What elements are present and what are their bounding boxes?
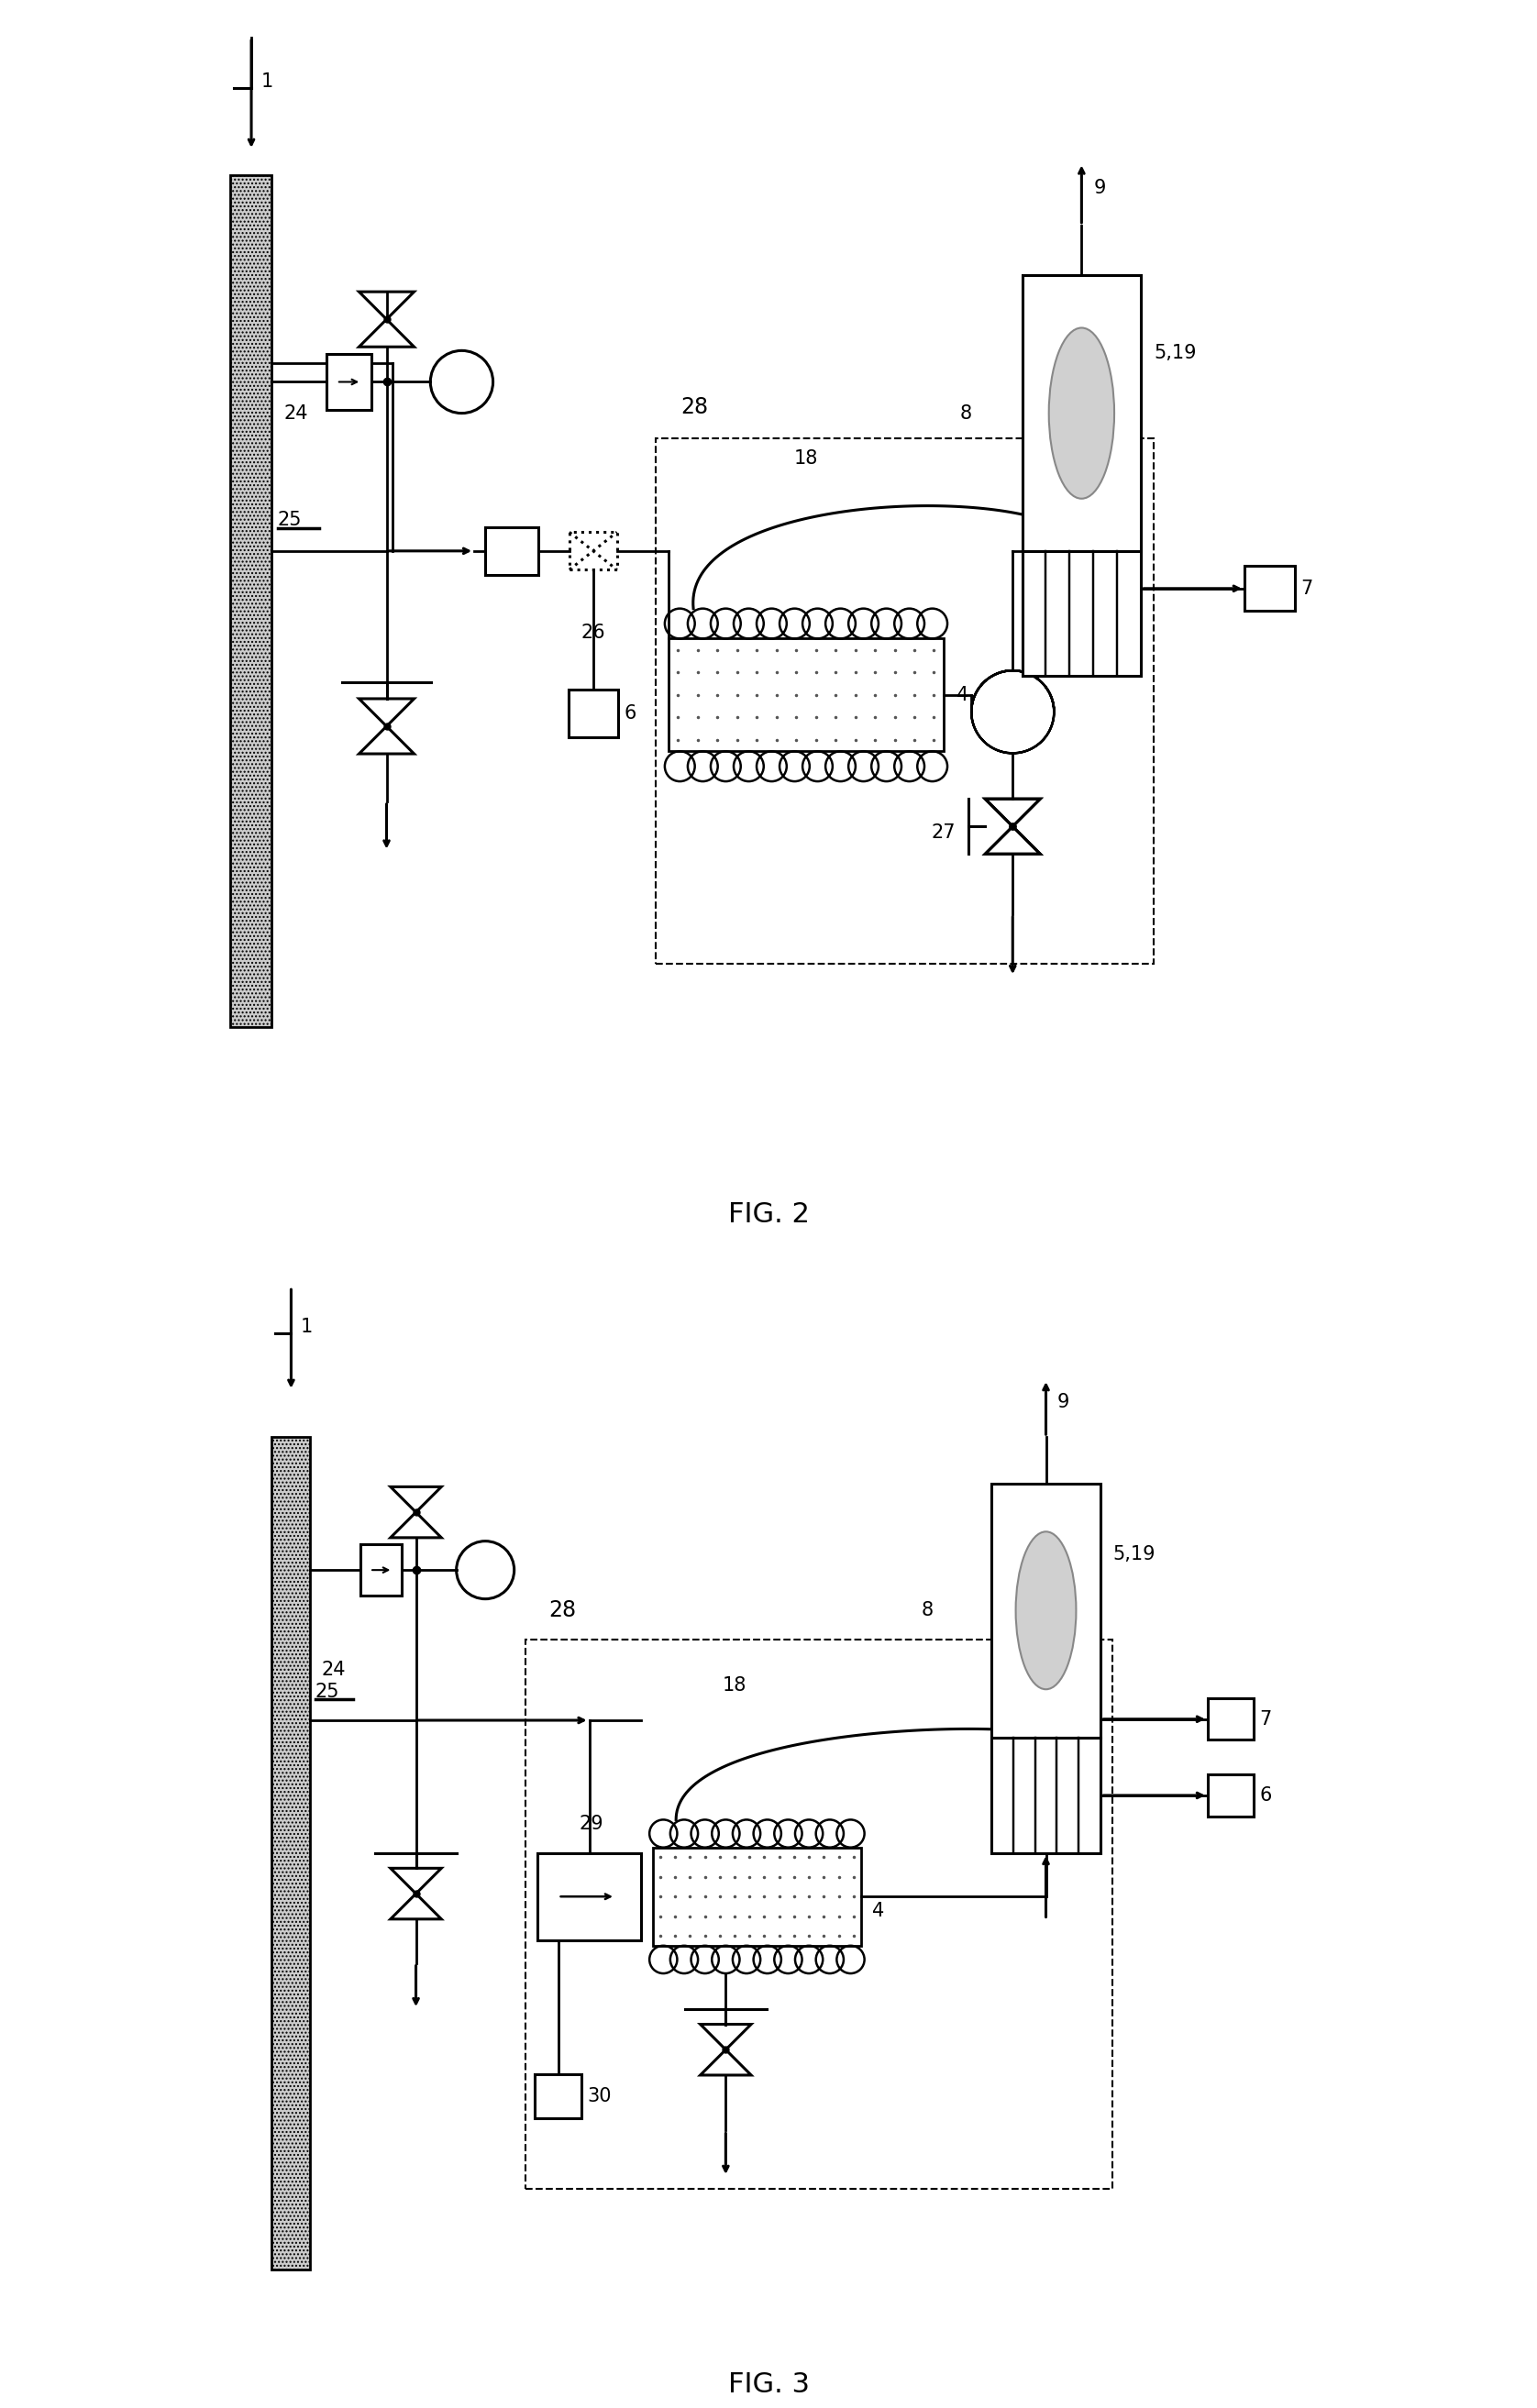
- Text: 25: 25: [278, 510, 301, 530]
- Text: 29: 29: [579, 1816, 604, 1832]
- Text: 4: 4: [956, 686, 968, 703]
- Text: 27: 27: [931, 824, 956, 843]
- Bar: [486, 527, 538, 576]
- Text: 26: 26: [581, 624, 606, 641]
- Bar: [569, 691, 618, 737]
- Text: 6: 6: [624, 706, 636, 722]
- Bar: [1208, 1698, 1254, 1741]
- Text: 5,19: 5,19: [1154, 344, 1196, 361]
- Bar: [569, 532, 616, 571]
- Text: 1: 1: [300, 1317, 312, 1336]
- Text: FIG. 2: FIG. 2: [727, 1202, 810, 1228]
- Bar: [1245, 566, 1294, 612]
- Bar: [231, 176, 272, 1026]
- Bar: [361, 1544, 403, 1597]
- Text: 8: 8: [959, 405, 971, 421]
- Bar: [526, 1640, 1113, 2189]
- Text: 28: 28: [681, 395, 709, 419]
- Text: 5,19: 5,19: [1113, 1546, 1154, 1563]
- Text: 25: 25: [315, 1683, 340, 1700]
- Bar: [326, 354, 372, 409]
- Text: 7: 7: [1300, 580, 1313, 597]
- Bar: [1022, 275, 1140, 551]
- Text: 24: 24: [321, 1662, 346, 1678]
- Text: 9: 9: [1094, 178, 1107, 197]
- Text: 6: 6: [1260, 1787, 1273, 1804]
- Bar: [656, 438, 1154, 963]
- Bar: [653, 1847, 861, 1946]
- Bar: [538, 1854, 641, 1941]
- Bar: [991, 1739, 1100, 1854]
- Text: 1: 1: [261, 72, 274, 92]
- Text: FIG. 3: FIG. 3: [727, 2372, 810, 2398]
- Text: 8: 8: [922, 1601, 933, 1621]
- Text: 18: 18: [793, 450, 818, 467]
- Text: 4: 4: [873, 1902, 885, 1922]
- Bar: [1022, 551, 1140, 677]
- Text: 30: 30: [587, 2088, 612, 2105]
- Bar: [1208, 1775, 1254, 1816]
- Ellipse shape: [1048, 327, 1114, 498]
- Bar: [669, 638, 944, 751]
- Text: 9: 9: [1057, 1394, 1070, 1411]
- Bar: [272, 1438, 309, 2268]
- Text: 18: 18: [722, 1676, 747, 1695]
- Text: 24: 24: [284, 405, 309, 424]
- Bar: [535, 2073, 581, 2119]
- Bar: [991, 1483, 1100, 1739]
- Text: 28: 28: [549, 1599, 576, 1621]
- Ellipse shape: [1016, 1531, 1076, 1690]
- Text: 7: 7: [1260, 1710, 1273, 1729]
